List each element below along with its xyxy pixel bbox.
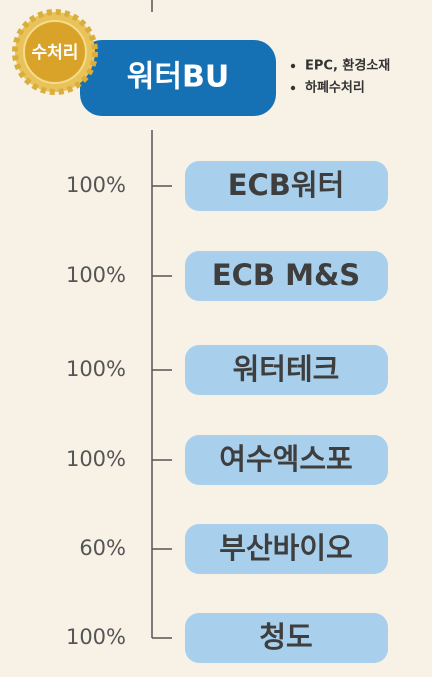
header-title: 워터BU [127, 60, 229, 95]
header-pill [80, 40, 276, 116]
bullet-dot [290, 63, 296, 69]
badge-text: 수처리 [32, 43, 79, 63]
item-name: ECB워터 [228, 168, 345, 202]
item-box [185, 345, 388, 395]
item-box [185, 435, 388, 485]
item-percent: 60% [79, 536, 126, 560]
item-box [185, 161, 388, 211]
item-name: 워터테크 [233, 352, 340, 386]
item-name: ECB M&S [212, 258, 360, 292]
item-box [185, 251, 388, 301]
items: 100% ECB워터 100% ECB M&S 100% 워터테크 100% 여수엑스포 60%… [66, 161, 388, 663]
item-name: 청도 [259, 620, 312, 654]
badge-inner [23, 20, 87, 84]
item-percent: 100% [66, 357, 126, 381]
item-percent: 100% [66, 263, 126, 287]
bullet-text: 하폐수처리 [305, 80, 365, 96]
item-percent: 100% [66, 173, 126, 197]
item-name: 부산바이오 [219, 531, 352, 565]
bullet-dot [290, 85, 296, 91]
item-name: 여수엑스포 [219, 442, 352, 476]
item-box [185, 613, 388, 663]
item-box [185, 524, 388, 574]
item-percent: 100% [66, 625, 126, 649]
bullet-text: EPC, 환경소재 [305, 58, 390, 74]
item-percent: 100% [66, 447, 126, 471]
